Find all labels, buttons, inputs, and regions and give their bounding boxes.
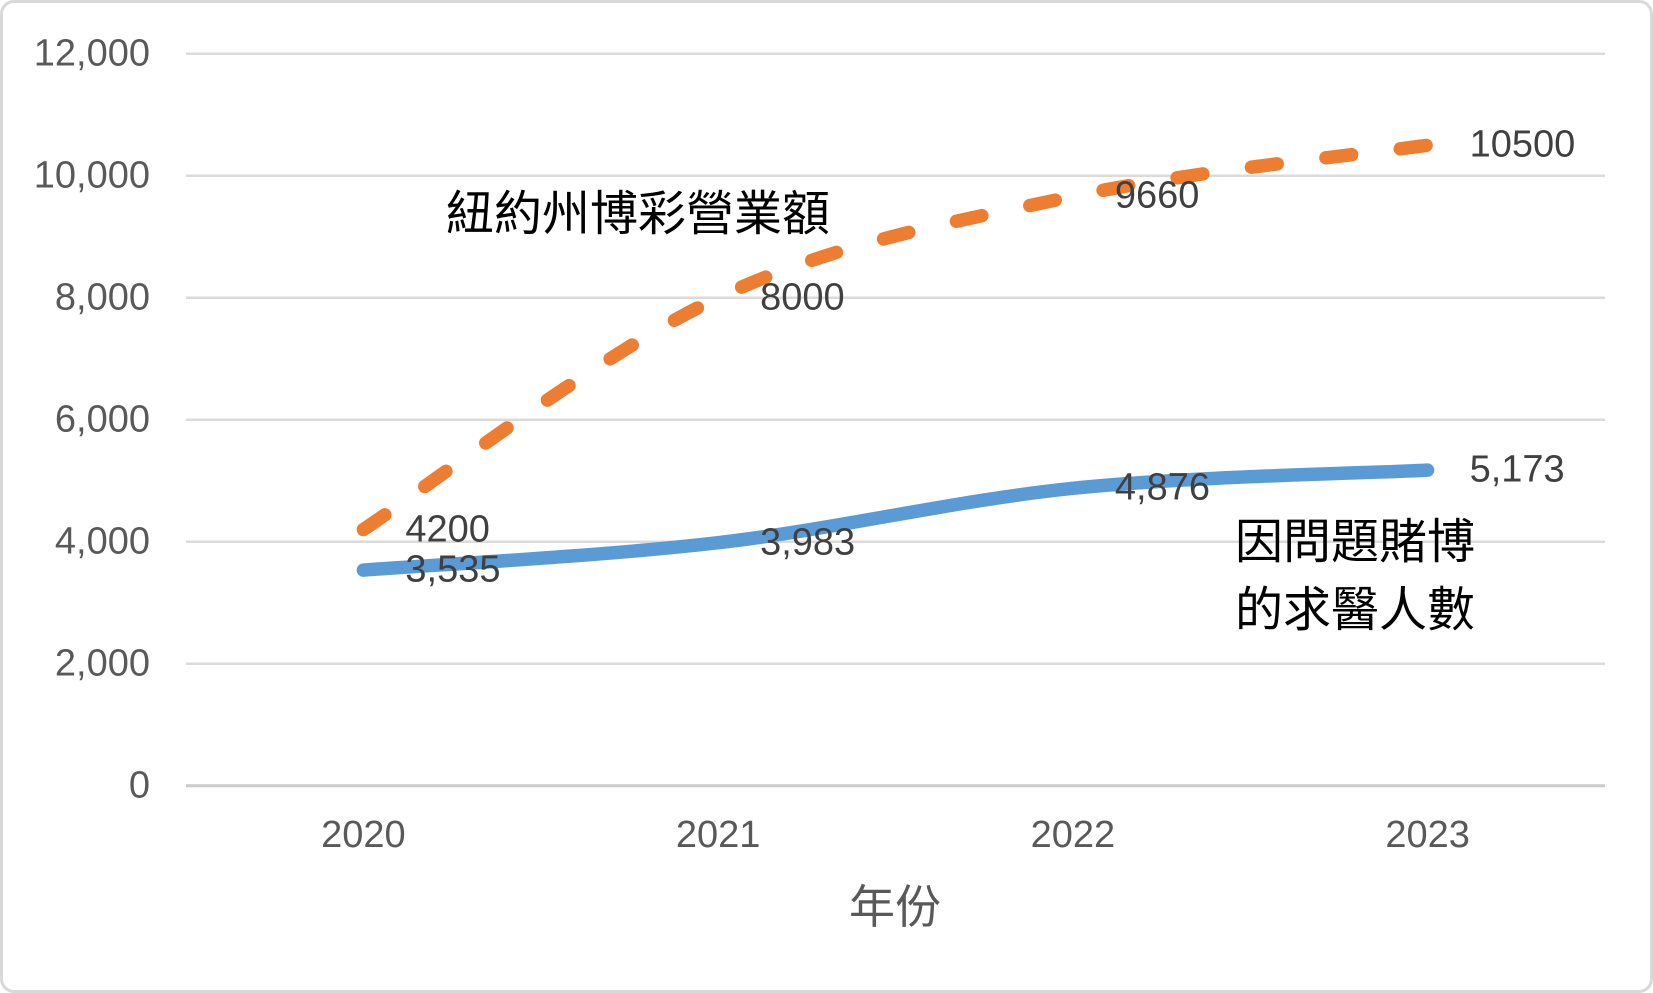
y-tick-label: 6,000 — [54, 398, 150, 441]
chart-canvas — [186, 52, 1605, 788]
series-label-help-line1: 因問題賭博 — [1235, 516, 1476, 569]
data-label: 3,535 — [405, 548, 501, 591]
help-seekers-line — [356, 463, 1435, 577]
data-label: 4,876 — [1114, 466, 1210, 509]
y-tick-label: 2,000 — [54, 642, 150, 685]
y-tick-label: 0 — [128, 764, 150, 807]
data-label: 4200 — [405, 508, 490, 550]
data-label: 8000 — [760, 276, 845, 319]
y-tick-label: 10,000 — [33, 154, 150, 197]
x-tick-label: 2021 — [675, 814, 761, 856]
series-label-help-seekers: 因問題賭博 的求醫人數 — [1235, 509, 1475, 645]
data-label: 3,983 — [760, 521, 856, 564]
revenue-line — [356, 138, 1435, 537]
x-tick-label: 2022 — [1030, 814, 1116, 856]
y-tick-label: 12,000 — [33, 32, 150, 75]
series-lines — [356, 138, 1435, 577]
series-label-revenue: 紐約州博彩營業額 — [446, 181, 830, 249]
y-tick-label: 4,000 — [54, 520, 150, 563]
series-label-help-line2: 的求醫人數 — [1235, 584, 1476, 637]
series-label-revenue-line1: 紐約州博彩營業額 — [446, 188, 831, 241]
data-label: 5,173 — [1469, 448, 1565, 491]
x-axis-title: 年份 — [849, 881, 941, 933]
x-tick-label: 2020 — [321, 814, 406, 856]
data-label: 10500 — [1469, 123, 1576, 166]
gridlines — [186, 52, 1605, 788]
y-tick-label: 8,000 — [54, 276, 150, 319]
x-tick-label: 2023 — [1385, 814, 1470, 856]
data-label: 9660 — [1114, 174, 1200, 217]
